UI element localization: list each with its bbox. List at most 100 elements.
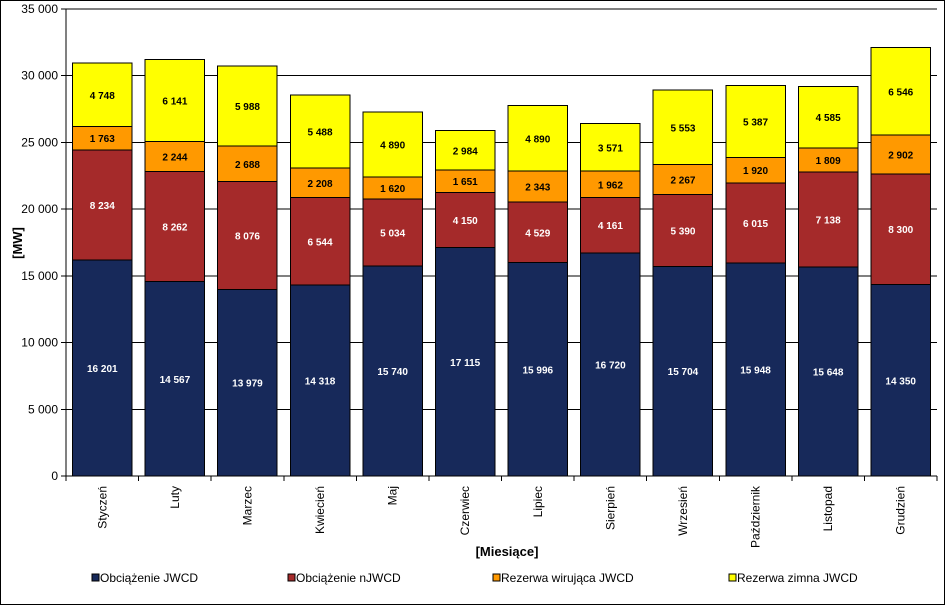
bar-segment (217, 181, 278, 290)
data-label: 2 984 (453, 146, 478, 157)
data-label: 1 962 (598, 180, 623, 191)
data-label: 8 300 (888, 225, 913, 236)
bar-segment (797, 266, 859, 477)
data-label: 1 920 (743, 166, 768, 177)
bar-segment (797, 147, 859, 173)
data-label: 4 529 (525, 228, 550, 239)
bar-segment (144, 170, 206, 283)
data-label: 3 571 (598, 143, 623, 154)
data-label: 14 318 (305, 376, 336, 387)
x-tick-label: Listopad (821, 486, 835, 531)
y-tick-label: 5 000 (28, 402, 58, 416)
bar-segment (507, 105, 569, 172)
data-label: 4 150 (453, 216, 478, 227)
bar-segment (72, 259, 133, 477)
data-label: 1 651 (453, 177, 478, 188)
x-tick-label: Wrzesień (676, 486, 690, 536)
y-tick-label: 35 000 (21, 2, 58, 16)
bar-segment (580, 123, 641, 172)
data-label: 2 902 (888, 150, 913, 161)
bar-segment (652, 194, 714, 267)
bar-segment (362, 111, 423, 178)
bar-segment (870, 173, 931, 286)
data-label: 5 553 (670, 123, 695, 134)
bar-segment (434, 191, 496, 249)
bar-segment (217, 288, 278, 477)
bar-segment (797, 171, 859, 268)
data-label: 17 115 (450, 358, 480, 369)
legend-swatch (728, 573, 737, 582)
bar-segment (870, 134, 931, 175)
data-label: 15 704 (668, 367, 699, 378)
data-label: 1 809 (816, 156, 841, 167)
bar-segment (144, 281, 206, 477)
bar-segment (870, 47, 931, 136)
bar-segment (72, 62, 133, 127)
bar-segment (580, 170, 641, 198)
data-label: 5 988 (235, 102, 260, 113)
bar-segment (434, 129, 496, 171)
x-tick-label: Sierpień (603, 486, 617, 530)
data-label: 6 544 (308, 237, 333, 248)
bar-segment (725, 182, 786, 264)
x-axis-title: [Miesiące] (476, 544, 539, 559)
data-label: 2 343 (525, 183, 550, 194)
bar-segment (72, 149, 133, 261)
data-label: 15 648 (813, 368, 844, 379)
data-label: 15 948 (740, 366, 771, 377)
bar-segment (289, 284, 351, 477)
y-axis-ticks: 0 5 000 10 000 15 000 20 000 25 000 30 000 35 0… (21, 2, 66, 483)
data-label: 14 350 (885, 376, 916, 387)
data-label: 1 620 (380, 184, 405, 195)
legend: Obciążenie JWCD Obciążenie nJWCD Rezerwa w… (91, 571, 858, 585)
bar-segment (797, 86, 859, 149)
x-tick-label: Luty (168, 486, 182, 509)
bar-segment (507, 262, 569, 477)
data-label: 7 138 (816, 216, 841, 227)
data-label: 16 720 (595, 360, 626, 371)
y-axis-title: [MW] (10, 227, 25, 259)
bar-segment (652, 265, 714, 477)
bar-segment (507, 170, 569, 203)
x-tick-label: Październik (749, 485, 763, 548)
x-tick-label: Styczeń (95, 486, 109, 529)
data-label: 15 996 (522, 365, 553, 376)
legend-swatch (492, 573, 501, 582)
bar-segment (217, 65, 278, 147)
data-label: 6 015 (743, 219, 768, 230)
y-tick-label: 10 000 (21, 336, 58, 350)
bar-segment (580, 196, 641, 254)
data-label: 8 234 (90, 201, 115, 212)
bar-segment (289, 94, 351, 169)
bar-segment (144, 59, 206, 142)
data-label: 14 567 (160, 375, 191, 386)
data-label: 4 890 (380, 141, 405, 152)
data-label: 1 763 (90, 134, 115, 145)
data-label: 5 034 (380, 228, 405, 239)
axes (65, 9, 937, 477)
data-label: 5 390 (670, 227, 695, 238)
legend-label: Rezerwa wirująca JWCD (501, 571, 634, 585)
bar-segment (725, 156, 786, 184)
x-tick-label: Kwiecień (313, 486, 327, 534)
bar-segment (725, 84, 786, 158)
bar-segment (870, 284, 931, 477)
data-label: 4 748 (90, 91, 115, 102)
bar-segment (652, 89, 714, 165)
data-label: 2 688 (235, 160, 260, 171)
x-tick-label: Czerwiec (458, 486, 472, 535)
data-label: 2 208 (308, 179, 333, 190)
bars: 16 201 8 234 1 763 4 748 14 567 8 262 2 244 6 1… (72, 47, 931, 477)
y-tick-label: 0 (51, 469, 58, 483)
legend-label: Rezerwa zimna JWCD (737, 571, 858, 585)
data-label: 4 585 (816, 113, 841, 124)
x-tick-label: Lipiec (531, 486, 545, 517)
data-label: 13 979 (232, 379, 263, 390)
gridlines (66, 8, 937, 410)
legend-swatch (91, 573, 100, 582)
y-tick-label: 15 000 (21, 269, 58, 283)
data-label: 16 201 (87, 364, 118, 375)
data-label: 8 262 (162, 223, 187, 234)
x-tick-label: Maj (386, 486, 400, 505)
data-label: 15 740 (377, 367, 408, 378)
